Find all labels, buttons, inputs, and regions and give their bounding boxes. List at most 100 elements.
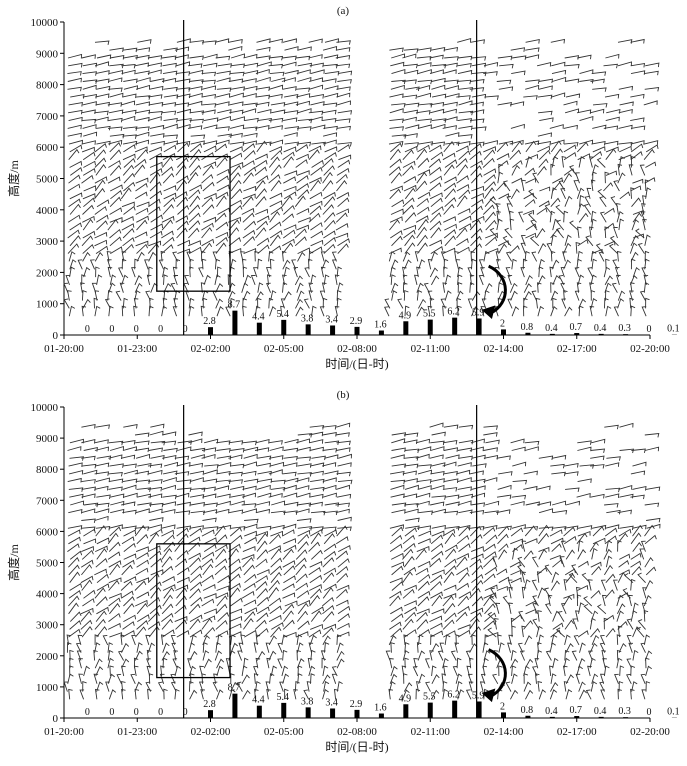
wind-barb [190, 111, 204, 115]
precip-bar [355, 710, 360, 718]
wind-barb [483, 159, 494, 168]
y-tick-label: 7000 [36, 111, 59, 123]
wind-barb [310, 479, 324, 483]
wind-barb [269, 651, 276, 660]
wind-barb [403, 64, 417, 68]
wind-barb [539, 79, 553, 83]
precip-label: 0 [158, 707, 163, 718]
wind-barb [177, 119, 191, 123]
wind-barb [551, 39, 565, 43]
wind-barb [323, 47, 337, 51]
wind-barb [591, 439, 605, 443]
wind-barb [231, 87, 245, 91]
precip-label: 5.9 [472, 690, 485, 701]
wind-barb [311, 168, 323, 176]
wind-barb [625, 573, 633, 582]
wind-barb [84, 186, 96, 191]
wind-barb [322, 119, 336, 123]
wind-barb [632, 198, 641, 207]
wind-barb [392, 582, 403, 591]
wind-barb [244, 455, 258, 459]
wind-barb [398, 299, 403, 308]
wind-barb [81, 560, 93, 567]
wind-barb [551, 62, 565, 66]
wind-barb [189, 80, 203, 84]
wind-barb [95, 79, 109, 83]
wind-barb [148, 199, 160, 206]
wind-barb [175, 493, 189, 497]
wind-barb [309, 146, 321, 152]
wind-barb [456, 470, 470, 474]
wind-barb [110, 494, 124, 498]
wind-barb [511, 571, 521, 575]
wind-barb [110, 237, 121, 246]
wind-barb [416, 111, 430, 115]
wind-barb [136, 178, 148, 183]
wind-barb [203, 217, 215, 222]
wind-barb [431, 479, 445, 483]
wind-barb [552, 544, 562, 552]
wind-barb [471, 547, 483, 552]
precip-label: 0.1 [667, 707, 680, 718]
wind-barb [82, 147, 94, 152]
precip-label: 4.4 [252, 695, 265, 706]
wind-barb [484, 558, 495, 567]
wind-barb [457, 658, 461, 668]
wind-barb [69, 140, 83, 144]
wind-barb [191, 598, 202, 606]
wind-barb [444, 425, 458, 429]
wind-barb [203, 183, 214, 192]
wind-barb [418, 592, 430, 599]
wind-barb [70, 612, 81, 621]
wind-barb [282, 666, 288, 676]
precip-bar [306, 707, 311, 718]
wind-barb [444, 511, 458, 515]
wind-barb [69, 175, 81, 183]
wind-barb [405, 125, 419, 129]
wind-barb [283, 620, 294, 629]
wind-barb [177, 551, 188, 560]
wind-barb [176, 72, 190, 76]
wind-barb [338, 559, 349, 567]
wind-barb [619, 561, 629, 568]
wind-barb [446, 502, 460, 506]
wind-barb [256, 47, 270, 51]
wind-barb [550, 643, 556, 653]
wind-barb [633, 651, 638, 661]
wind-barb [296, 509, 310, 513]
wind-barb [190, 589, 201, 598]
wind-barb [605, 536, 617, 544]
wind-barb [498, 103, 512, 107]
x-tick-label: 02-17:00 [557, 343, 597, 355]
wind-barb [459, 151, 470, 160]
wind-barb [529, 189, 537, 198]
wind-barb [80, 690, 84, 699]
wind-barb [148, 480, 162, 484]
wind-barb [243, 194, 255, 199]
wind-barb [243, 306, 247, 316]
wind-barb [244, 531, 256, 536]
wind-barb [189, 185, 201, 191]
y-tick-label: 6000 [36, 526, 59, 538]
wind-barb [499, 666, 503, 676]
wind-barb [458, 126, 472, 130]
wind-barb [418, 575, 430, 583]
wind-barb [137, 202, 149, 207]
wind-barb [82, 599, 94, 606]
wind-barb [498, 56, 512, 60]
y-tick-label: 2000 [36, 267, 59, 279]
wind-barb [459, 101, 472, 105]
wind-barb [96, 597, 107, 606]
wind-barb [338, 546, 350, 552]
wind-barb [311, 241, 323, 246]
wind-barb [68, 447, 81, 451]
precip-bar [623, 717, 628, 718]
wind-barb [591, 180, 595, 191]
wind-barb [163, 87, 177, 91]
wind-barb [285, 142, 299, 146]
wind-barb [164, 198, 175, 207]
wind-barb [67, 72, 81, 76]
wind-barb [202, 72, 216, 76]
wind-barb [94, 569, 106, 575]
wind-barb [284, 611, 294, 622]
